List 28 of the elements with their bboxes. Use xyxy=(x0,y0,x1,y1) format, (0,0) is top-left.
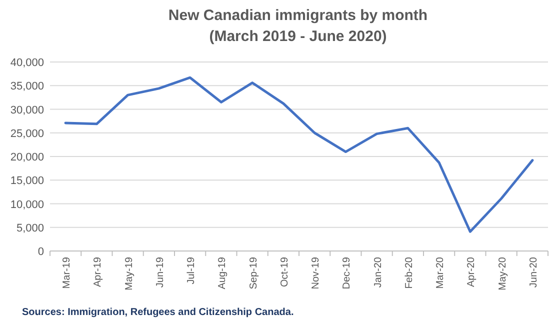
y-tick-label: 0 xyxy=(38,246,44,258)
x-tick-label: Apr-20 xyxy=(466,256,478,288)
y-tick-label: 40,000 xyxy=(10,57,44,69)
chart-title: New Canadian immigrants by month (March 2019 - June 2020) xyxy=(168,7,428,45)
x-tick-label: Apr-19 xyxy=(92,256,104,288)
x-tick-label: Dec-19 xyxy=(342,256,353,290)
y-tick-label: 15,000 xyxy=(10,175,44,188)
x-tick-label: Jun-20 xyxy=(528,256,540,288)
x-tick-label: May-19 xyxy=(124,256,135,290)
y-tick-label: 25,000 xyxy=(10,128,44,140)
y-tick-label: 35,000 xyxy=(10,80,44,93)
x-tick-label: Mar-20 xyxy=(435,256,446,289)
x-tick-label: Nov-19 xyxy=(310,256,322,290)
x-tick-label: Sep-19 xyxy=(248,256,260,290)
x-tick-label: Aug-19 xyxy=(217,256,228,290)
x-tick-label: Oct-19 xyxy=(279,256,290,288)
x-tick-label: Jan-20 xyxy=(372,256,384,288)
y-tick-label: 5,000 xyxy=(16,222,44,234)
x-tick-label: Jun-19 xyxy=(154,256,166,288)
x-tick-label: Feb-20 xyxy=(404,256,415,289)
x-tick-label: May-20 xyxy=(497,256,508,290)
x-tick-label: Jul-19 xyxy=(186,256,198,284)
y-tick-label: 20,000 xyxy=(10,152,44,164)
y-tick-label: 10,000 xyxy=(10,198,44,211)
y-tick-label: 30,000 xyxy=(10,104,44,116)
source-note: Sources: Immigration, Refugees and Citizenship Canada. xyxy=(22,307,294,318)
x-tick-label: Mar-19 xyxy=(62,256,73,289)
line-series xyxy=(64,76,534,233)
